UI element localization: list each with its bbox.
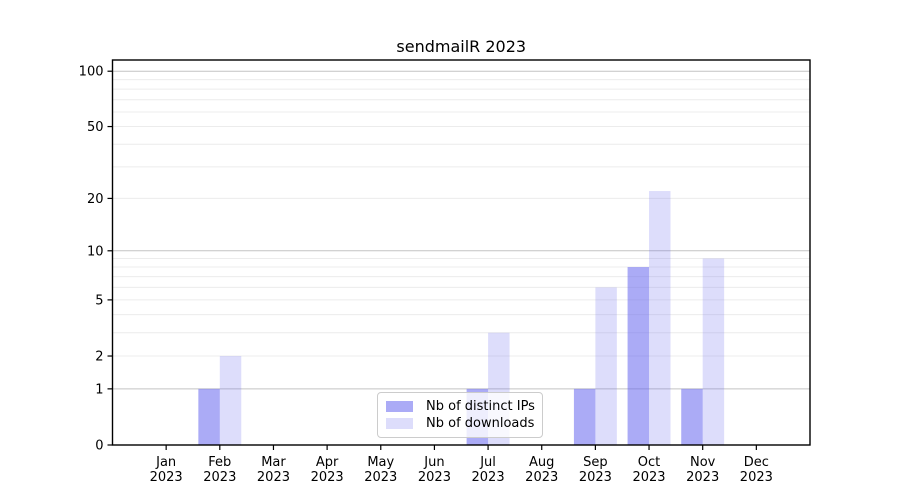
y-tick-label: 20 xyxy=(87,192,104,207)
y-tick-label: 1 xyxy=(95,382,103,397)
y-tick-label: 100 xyxy=(79,65,104,80)
x-tick-label-year: 2023 xyxy=(364,470,397,485)
x-tick-label-year: 2023 xyxy=(150,470,183,485)
bar-downloads-oct xyxy=(649,191,671,445)
bar-downloads-sep xyxy=(595,287,617,445)
x-tick-label-month: Dec xyxy=(744,455,769,470)
y-tick-label: 5 xyxy=(95,293,103,308)
x-tick-label-month: Jul xyxy=(479,455,496,470)
legend-item-downloads: Nb of downloads xyxy=(386,416,534,431)
legend: Nb of distinct IPs Nb of downloads xyxy=(377,392,543,438)
y-tick-label: 2 xyxy=(95,350,103,365)
x-tick-label-year: 2023 xyxy=(472,470,505,485)
legend-label-downloads: Nb of downloads xyxy=(426,416,535,432)
plot-border xyxy=(111,59,811,446)
y-tick-label: 10 xyxy=(87,244,104,259)
x-tick-label-year: 2023 xyxy=(686,470,719,485)
legend-swatch-distinct-ips xyxy=(386,400,413,412)
chart-title: sendmailR 2023 xyxy=(396,37,527,56)
y-tick-label: 50 xyxy=(87,120,104,135)
y-tick-label: 0 xyxy=(95,439,103,454)
x-tick-label-month: Jan xyxy=(155,455,176,470)
bar-distinct-ips-nov xyxy=(681,388,703,445)
x-tick-label-month: Sep xyxy=(583,455,608,470)
x-tick-label-year: 2023 xyxy=(311,470,344,485)
bar-distinct-ips-sep xyxy=(573,388,596,445)
x-tick-label-year: 2023 xyxy=(579,470,612,485)
bar-downloads-feb xyxy=(219,356,242,445)
x-tick-label-year: 2023 xyxy=(203,470,236,485)
x-tick-label-year: 2023 xyxy=(418,470,451,485)
x-tick-label-month: May xyxy=(367,455,394,470)
x-tick-label-month: Feb xyxy=(208,455,231,470)
bar-distinct-ips-feb xyxy=(198,388,220,445)
x-tick-label-year: 2023 xyxy=(257,470,290,485)
x-tick-label-month: Mar xyxy=(261,455,286,470)
legend-item-distinct-ips: Nb of distinct IPs xyxy=(386,398,535,414)
bar-distinct-ips-oct xyxy=(627,267,650,445)
x-tick-label-year: 2023 xyxy=(525,470,558,485)
x-tick-label-month: Nov xyxy=(690,455,716,470)
x-tick-label-month: Jun xyxy=(423,455,444,470)
legend-label-distinct-ips: Nb of distinct IPs xyxy=(426,398,535,414)
x-tick-label-year: 2023 xyxy=(632,470,665,485)
legend-swatch-downloads xyxy=(386,418,413,430)
bar-downloads-nov xyxy=(702,258,725,445)
x-tick-label-month: Oct xyxy=(638,455,660,470)
x-tick-label-month: Apr xyxy=(316,455,339,470)
x-tick-label-year: 2023 xyxy=(740,470,773,485)
x-tick-label-month: Aug xyxy=(529,455,554,470)
